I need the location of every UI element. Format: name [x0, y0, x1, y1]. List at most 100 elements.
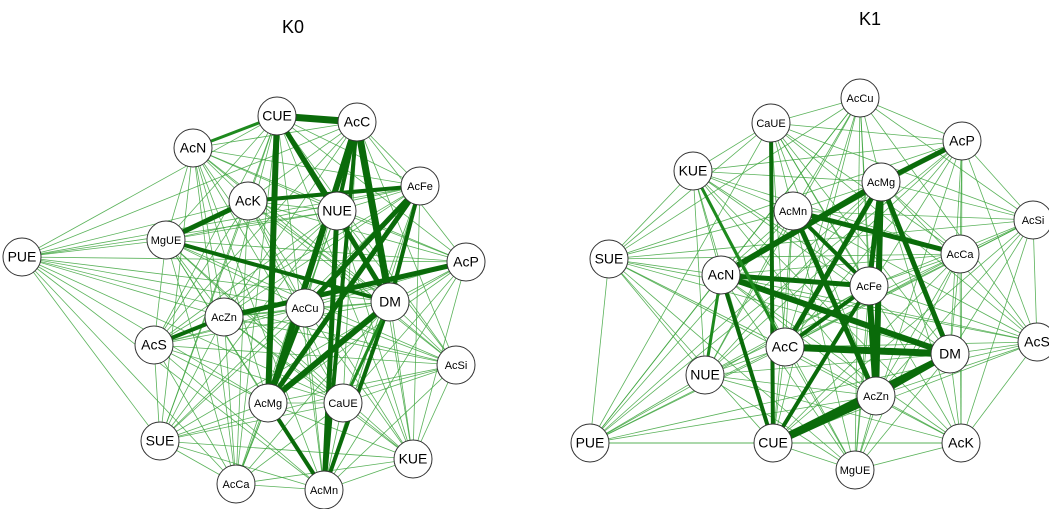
edge	[859, 97, 1038, 343]
edge	[608, 210, 794, 260]
node-label: DM	[379, 294, 401, 310]
node-label: SUE	[595, 251, 624, 267]
edge	[704, 374, 962, 444]
edge	[21, 256, 225, 318]
node	[140, 421, 180, 461]
node-label: KUE	[679, 163, 708, 179]
node	[393, 439, 433, 479]
node-label: MgUE	[840, 465, 871, 477]
edge-strong	[769, 122, 775, 444]
node	[570, 423, 610, 463]
edge-strong	[353, 121, 394, 303]
edge	[165, 185, 421, 241]
edge	[304, 307, 325, 491]
edge	[960, 140, 963, 444]
edge	[880, 181, 962, 444]
edge	[770, 122, 786, 348]
edge	[770, 122, 1038, 343]
edge	[165, 210, 338, 241]
node	[337, 102, 377, 142]
edge	[692, 170, 951, 355]
edge	[159, 402, 344, 442]
node-label: DM	[939, 346, 961, 362]
edge	[153, 344, 344, 404]
node-label: NUE	[690, 367, 720, 383]
edge	[153, 210, 338, 346]
node-label: AcMn	[779, 206, 807, 218]
node-label: AcMg	[867, 177, 895, 189]
node	[317, 191, 357, 231]
edge	[704, 140, 963, 376]
edge	[1032, 219, 1038, 343]
node	[173, 128, 213, 168]
node	[323, 383, 363, 423]
edge	[692, 170, 870, 287]
edge	[608, 258, 706, 376]
edge	[159, 440, 414, 460]
edge	[770, 122, 951, 355]
node-label: AcC	[344, 114, 370, 130]
edge	[21, 115, 278, 258]
node-label: AcC	[772, 339, 798, 355]
node	[840, 78, 880, 118]
edge	[875, 253, 961, 397]
node-label: AcSi	[445, 360, 468, 372]
edge	[323, 364, 457, 491]
edge	[868, 285, 1038, 343]
edge	[608, 253, 961, 260]
node-label: AcCa	[947, 249, 975, 261]
edge-strong	[265, 115, 280, 404]
edge	[792, 97, 861, 212]
edge	[608, 258, 951, 355]
edge	[153, 200, 249, 346]
node-label: AcZn	[863, 391, 889, 403]
edge	[704, 353, 951, 376]
node	[134, 325, 174, 365]
edge-strong	[878, 181, 953, 355]
node-label: AcZn	[211, 312, 237, 324]
edge	[21, 256, 344, 404]
edge	[792, 210, 856, 471]
node-label: CaUE	[328, 398, 357, 410]
node	[436, 345, 476, 385]
edge	[608, 122, 772, 260]
edge	[235, 115, 278, 485]
edge	[21, 256, 237, 485]
edge	[21, 239, 167, 258]
edge	[704, 374, 856, 471]
edge-strong	[720, 272, 870, 289]
node-label: AcN	[708, 267, 734, 283]
edge	[153, 344, 237, 485]
node-label: CaUE	[756, 118, 785, 130]
edge	[412, 185, 421, 460]
edge	[949, 219, 1034, 355]
node	[930, 334, 970, 374]
edge-strong	[303, 184, 422, 310]
node	[856, 376, 896, 416]
edge	[720, 253, 961, 276]
node-label: AcCu	[292, 303, 319, 315]
node	[257, 96, 297, 136]
node-label: AcSi	[1022, 215, 1045, 227]
edge	[854, 253, 961, 471]
edge	[692, 140, 963, 172]
edge-strong	[771, 284, 871, 445]
edge-strong	[265, 184, 423, 405]
edge	[589, 122, 772, 444]
edge	[589, 346, 786, 444]
node	[228, 181, 268, 221]
node	[370, 282, 410, 322]
node-label: AcCu	[847, 93, 874, 105]
edge-strong	[322, 121, 359, 491]
node-label: AcK	[235, 193, 261, 209]
edge	[692, 170, 706, 376]
node-label: AcCa	[223, 479, 251, 491]
edge	[165, 115, 278, 241]
edge	[192, 147, 457, 366]
node-label: MgUE	[151, 235, 182, 247]
edge	[784, 97, 861, 348]
edge	[608, 97, 861, 260]
node	[285, 288, 325, 328]
